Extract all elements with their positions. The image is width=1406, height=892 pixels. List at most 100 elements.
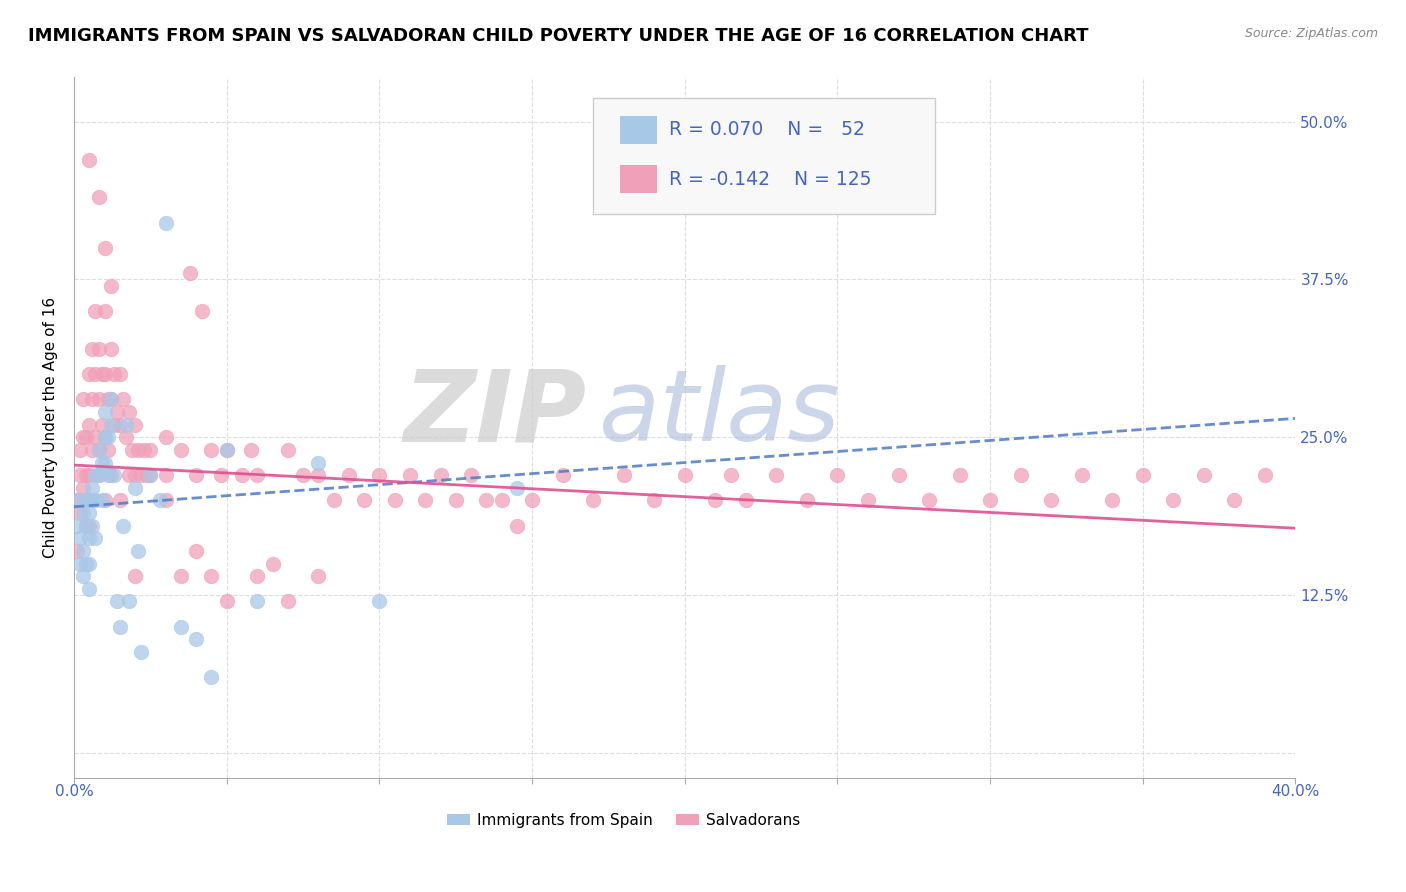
Text: IMMIGRANTS FROM SPAIN VS SALVADORAN CHILD POVERTY UNDER THE AGE OF 16 CORRELATIO: IMMIGRANTS FROM SPAIN VS SALVADORAN CHIL… [28, 27, 1088, 45]
Point [84, 430, 107, 444]
Text: ZIP: ZIP [404, 366, 588, 462]
Point [93, 456, 115, 470]
Point [93, 367, 115, 381]
Point [79, 417, 101, 432]
FancyBboxPatch shape [620, 165, 657, 193]
Point [124, 468, 146, 483]
Point [246, 468, 269, 483]
Point [100, 278, 122, 293]
Point [121, 442, 143, 457]
Y-axis label: Child Poverty Under the Age of 16: Child Poverty Under the Age of 16 [44, 297, 58, 558]
Point [115, 417, 138, 432]
Point [124, 417, 146, 432]
Text: 0.0%: 0.0% [55, 783, 93, 798]
Point [155, 468, 177, 483]
Point [887, 468, 910, 483]
FancyBboxPatch shape [620, 116, 657, 144]
Point [72, 481, 94, 495]
Point [209, 468, 232, 483]
Point [75, 518, 97, 533]
Point [155, 216, 177, 230]
Point [87, 442, 110, 457]
Point [66, 544, 89, 558]
Point [307, 456, 329, 470]
Point [84, 304, 107, 318]
Text: R = 0.070    N =   52: R = 0.070 N = 52 [669, 120, 865, 139]
Point [108, 620, 131, 634]
Text: 40.0%: 40.0% [1271, 783, 1320, 798]
Point [413, 493, 436, 508]
Point [90, 367, 112, 381]
Point [240, 442, 263, 457]
Point [277, 442, 299, 457]
Point [90, 456, 112, 470]
Point [215, 594, 238, 608]
Point [368, 468, 391, 483]
Point [262, 557, 284, 571]
Point [82, 493, 104, 508]
Point [103, 417, 125, 432]
Point [856, 493, 879, 508]
Point [506, 481, 529, 495]
Point [368, 594, 391, 608]
Point [72, 544, 94, 558]
Point [93, 405, 115, 419]
Point [79, 557, 101, 571]
Point [115, 430, 138, 444]
Point [353, 493, 375, 508]
Point [75, 493, 97, 508]
Point [277, 594, 299, 608]
Point [75, 493, 97, 508]
Point [200, 670, 222, 684]
Point [129, 468, 152, 483]
Point [1254, 468, 1277, 483]
Point [246, 569, 269, 583]
Point [118, 594, 141, 608]
Point [82, 392, 104, 407]
Point [979, 493, 1001, 508]
Point [87, 392, 110, 407]
Point [506, 518, 529, 533]
Point [118, 405, 141, 419]
Point [136, 468, 159, 483]
Text: atlas: atlas [599, 366, 841, 462]
Point [93, 430, 115, 444]
Point [100, 417, 122, 432]
Point [155, 430, 177, 444]
Point [72, 569, 94, 583]
Point [1101, 493, 1123, 508]
Point [105, 405, 128, 419]
Point [475, 493, 498, 508]
Point [84, 493, 107, 508]
Point [155, 493, 177, 508]
Point [191, 304, 214, 318]
Point [215, 442, 238, 457]
Point [613, 468, 636, 483]
Point [82, 493, 104, 508]
Point [307, 569, 329, 583]
Point [491, 493, 513, 508]
Point [72, 506, 94, 520]
Point [322, 493, 344, 508]
Point [129, 645, 152, 659]
Point [66, 493, 89, 508]
Point [82, 442, 104, 457]
Point [111, 518, 134, 533]
Point [337, 468, 360, 483]
Point [79, 493, 101, 508]
Point [69, 442, 91, 457]
Point [100, 468, 122, 483]
Point [118, 468, 141, 483]
Point [100, 392, 122, 407]
Point [186, 468, 208, 483]
Point [82, 518, 104, 533]
Point [108, 367, 131, 381]
Point [66, 518, 89, 533]
Point [215, 442, 238, 457]
Point [399, 468, 422, 483]
Point [79, 153, 101, 167]
Point [186, 544, 208, 558]
Point [79, 518, 101, 533]
Point [1070, 468, 1092, 483]
Point [149, 493, 172, 508]
